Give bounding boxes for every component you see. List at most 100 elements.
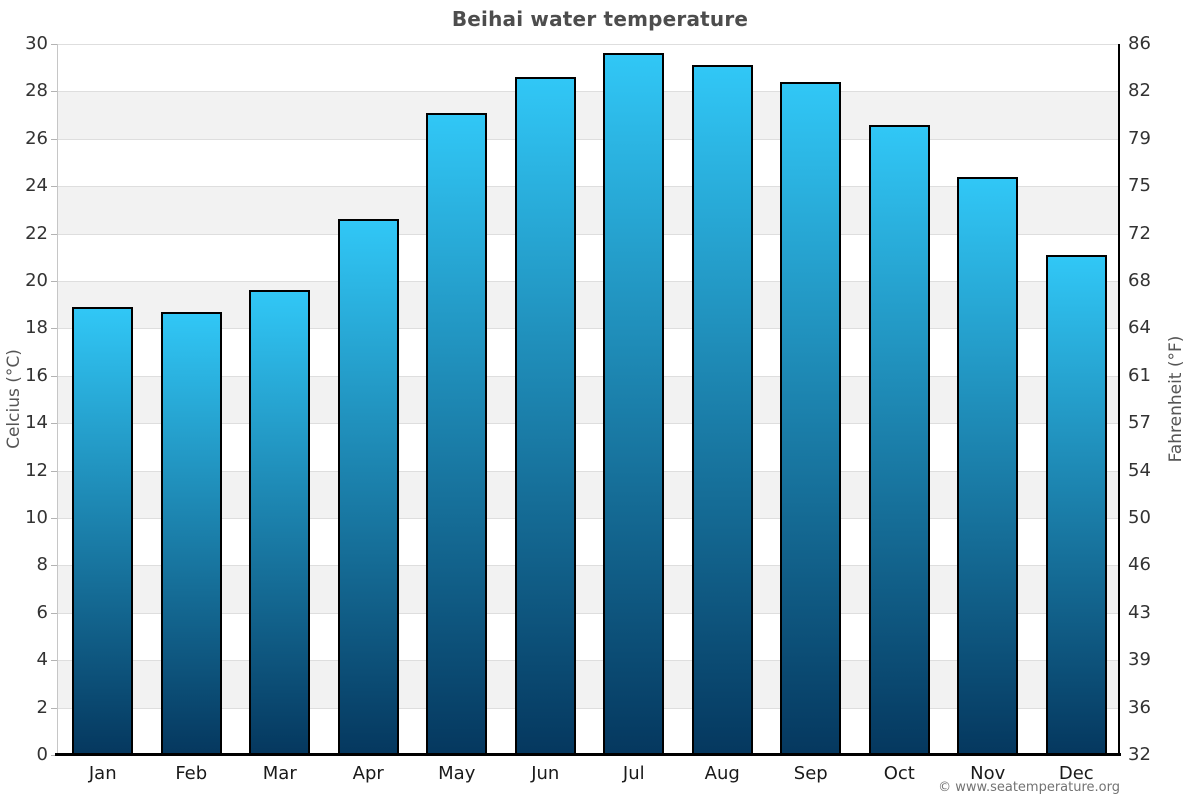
y-axis-label-celsius: 28: [25, 80, 48, 102]
gridline: [57, 186, 1119, 188]
y-axis-tick-mark: [51, 328, 57, 330]
y-axis-tick-mark: [51, 565, 57, 567]
y-axis-tick-mark: [51, 612, 57, 614]
y-axis-label-celsius: 26: [25, 127, 48, 149]
y-axis-tick-mark: [51, 755, 57, 756]
chart-title: Beihai water temperature: [451, 7, 749, 31]
x-axis-label-feb: Feb: [175, 763, 208, 784]
x-axis-label-jul: Jul: [622, 763, 645, 784]
y-axis-label-fahrenheit: 43: [1128, 601, 1151, 623]
gridline: [57, 565, 1119, 567]
y-axis-label-fahrenheit: 46: [1128, 554, 1151, 576]
gridline: [57, 518, 1119, 519]
y-axis-label-fahrenheit: 61: [1128, 364, 1151, 386]
gridline: [57, 660, 1119, 662]
y-axis-tick-mark: [51, 91, 57, 93]
plot-band: [57, 186, 1119, 234]
y-axis-tick-mark: [51, 375, 57, 377]
y-axis-label-fahrenheit: 39: [1128, 649, 1151, 671]
x-axis-line: [55, 753, 1121, 756]
y-axis-tick-mark: [51, 138, 57, 140]
y-axis-label-fahrenheit: 32: [1128, 744, 1151, 765]
bar-jun[interactable]: [514, 77, 576, 755]
bar-may[interactable]: [426, 112, 488, 755]
x-axis-label-nov: Nov: [970, 763, 1006, 784]
plot-band: [57, 565, 1119, 613]
y-axis-label-fahrenheit: 50: [1128, 507, 1151, 528]
y-axis-label-fahrenheit: 57: [1128, 412, 1151, 434]
gridline: [57, 233, 1119, 235]
plot-band: [57, 660, 1119, 708]
y-axis-label-celsius: 16: [25, 364, 48, 386]
y-axis-label-fahrenheit: 54: [1128, 459, 1151, 481]
bar-jul[interactable]: [603, 53, 665, 755]
x-axis-label-sep: Sep: [793, 763, 828, 784]
y-axis-label-fahrenheit: 72: [1128, 222, 1151, 244]
y-axis-label-fahrenheit: 64: [1128, 317, 1151, 339]
y-axis-label-celsius: 8: [36, 554, 48, 576]
y-axis-tick-mark: [51, 518, 57, 519]
x-axis-label-dec: Dec: [1058, 763, 1094, 784]
x-axis-label-may: May: [438, 763, 476, 784]
y-axis-label-celsius: 22: [25, 222, 48, 244]
gridline: [57, 328, 1119, 330]
y-axis-label-fahrenheit: 36: [1128, 696, 1151, 718]
y-axis-label-celsius: 6: [36, 601, 48, 623]
gridline: [57, 612, 1119, 614]
gridline: [57, 138, 1119, 140]
bar-mar[interactable]: [249, 290, 311, 755]
y-axis-label-fahrenheit: 68: [1128, 270, 1151, 291]
y-axis-title-fahrenheit: Fahrenheit (°F): [1166, 335, 1186, 463]
y-axis-label-celsius: 14: [25, 412, 48, 434]
y-axis-label-fahrenheit: 82: [1128, 80, 1151, 102]
gridline: [57, 470, 1119, 472]
y-axis-label-celsius: 12: [25, 459, 48, 481]
bar-apr[interactable]: [337, 219, 399, 755]
y-axis-tick-mark: [51, 186, 57, 188]
y-axis-tick-mark: [51, 233, 57, 235]
y-axis-label-celsius: 0: [36, 744, 48, 765]
bar-sep[interactable]: [780, 81, 842, 755]
gridline: [57, 44, 1119, 45]
y-axis-tick-mark: [51, 44, 57, 45]
plot-band: [57, 375, 1119, 424]
gridline: [57, 707, 1119, 709]
gridline: [57, 375, 1119, 377]
copyright-attribution: © www.seatemperature.org: [938, 780, 1120, 795]
plot-band: [57, 470, 1119, 518]
y-axis-title-celsius: Celcius (°C): [4, 349, 24, 449]
y-axis-label-celsius: 20: [25, 270, 48, 291]
y-axis-label-fahrenheit: 79: [1128, 127, 1151, 149]
gridline: [57, 423, 1119, 425]
y-axis-label-fahrenheit: 86: [1128, 33, 1151, 54]
bar-dec[interactable]: [1045, 254, 1107, 755]
bar-nov[interactable]: [957, 176, 1019, 755]
y-axis-label-celsius: 4: [36, 649, 48, 671]
y-axis-tick-mark: [51, 281, 57, 282]
x-axis-label-apr: Apr: [352, 763, 384, 784]
gridline: [57, 91, 1119, 93]
y-axis-tick-mark: [51, 470, 57, 472]
y-axis-tick-mark: [51, 707, 57, 709]
bar-feb[interactable]: [160, 311, 222, 755]
y-axis-label-celsius: 2: [36, 696, 48, 718]
y-axis-line-celsius: [57, 44, 58, 755]
y-axis-label-fahrenheit: 75: [1128, 175, 1151, 197]
x-axis-label-jun: Jun: [531, 763, 560, 784]
y-axis-tick-mark: [51, 423, 57, 425]
gridline: [57, 281, 1119, 282]
plot-band: [57, 91, 1119, 139]
x-axis-label-oct: Oct: [883, 763, 915, 784]
bar-oct[interactable]: [868, 124, 930, 755]
bar-aug[interactable]: [691, 65, 753, 755]
y-axis-label-celsius: 10: [25, 507, 48, 528]
y-axis-label-celsius: 30: [25, 33, 48, 54]
bar-jan[interactable]: [72, 307, 134, 755]
x-axis-label-aug: Aug: [704, 763, 740, 784]
y-axis-label-celsius: 24: [25, 175, 48, 197]
y-axis-tick-mark: [51, 660, 57, 662]
y-axis-label-celsius: 18: [25, 317, 48, 339]
x-axis-label-mar: Mar: [262, 763, 297, 784]
plot-band: [57, 281, 1119, 329]
x-axis-label-jan: Jan: [88, 763, 117, 784]
